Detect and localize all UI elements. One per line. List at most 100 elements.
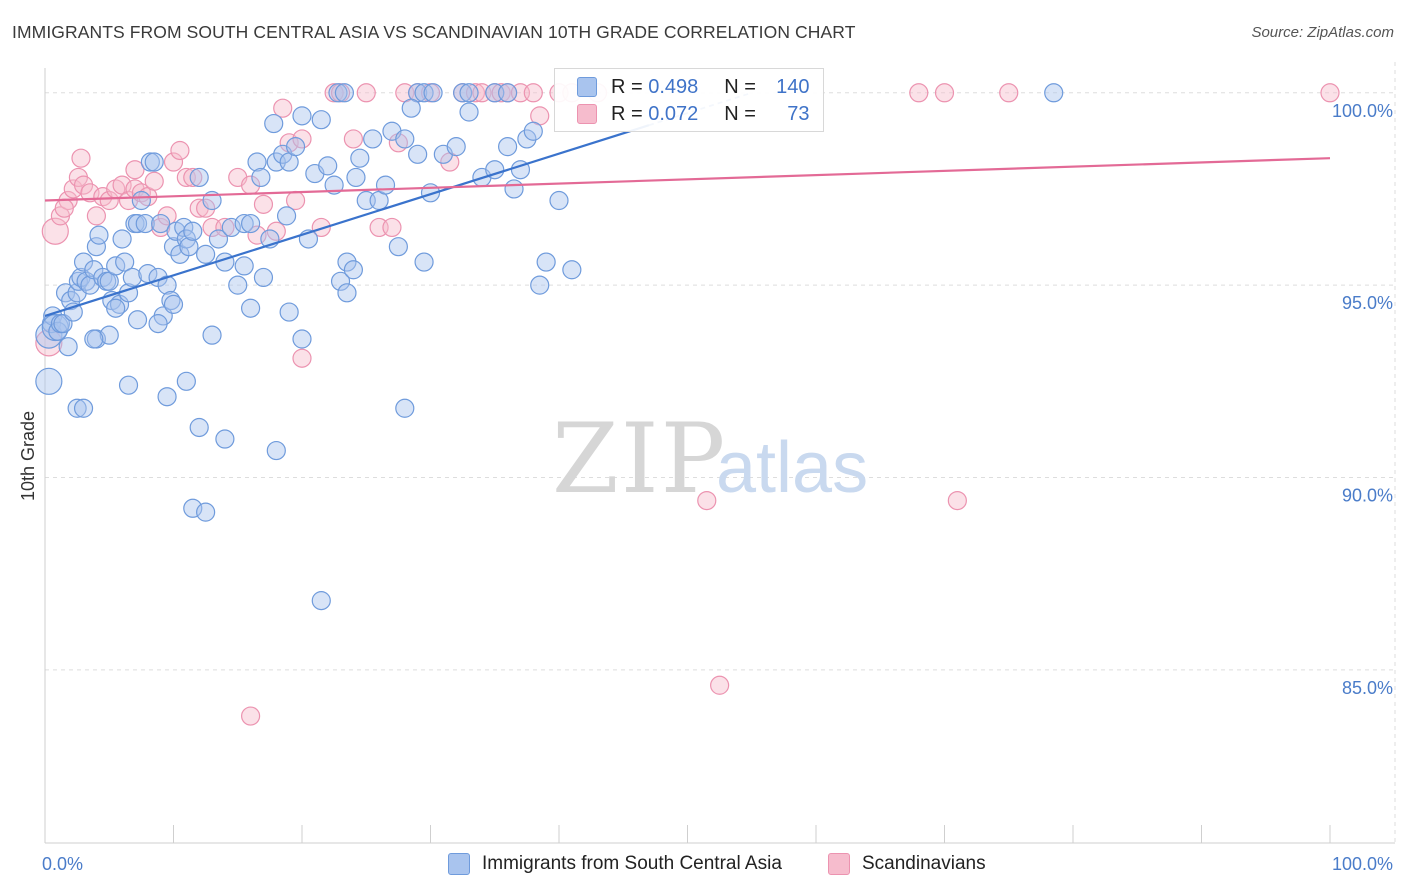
data-point bbox=[196, 502, 216, 522]
trend-lines bbox=[44, 91, 1331, 317]
data-point bbox=[71, 148, 91, 168]
data-point bbox=[253, 267, 274, 288]
data-point bbox=[234, 213, 254, 234]
data-point bbox=[999, 83, 1019, 103]
data-point bbox=[73, 175, 94, 195]
data-point bbox=[337, 283, 357, 303]
data-point bbox=[318, 156, 338, 176]
data-point bbox=[562, 260, 582, 280]
data-point bbox=[196, 244, 216, 264]
data-point bbox=[251, 167, 271, 188]
data-point bbox=[414, 252, 434, 272]
data-point bbox=[58, 337, 78, 357]
data-point bbox=[549, 190, 569, 211]
x-tick-label-1: 100.0% bbox=[1332, 854, 1393, 874]
data-point bbox=[115, 252, 135, 272]
data-point bbox=[176, 229, 196, 249]
data-point bbox=[382, 217, 402, 238]
data-point bbox=[517, 129, 537, 149]
data-point bbox=[523, 121, 543, 141]
data-point bbox=[276, 206, 297, 226]
data-point bbox=[208, 229, 229, 249]
data-point bbox=[266, 440, 286, 461]
data-point bbox=[697, 490, 717, 511]
data-point bbox=[311, 217, 331, 238]
data-point bbox=[453, 83, 473, 103]
legend-swatch-blue bbox=[577, 77, 597, 97]
data-point bbox=[144, 171, 164, 191]
data-point bbox=[1044, 83, 1064, 103]
data-point bbox=[401, 98, 421, 118]
data-point bbox=[157, 387, 177, 407]
legend-row-pink: R = 0.072 N = 73 bbox=[577, 102, 810, 126]
data-point bbox=[247, 152, 267, 172]
data-point bbox=[151, 213, 171, 234]
data-point bbox=[264, 113, 284, 134]
data-point bbox=[234, 256, 254, 276]
tick-labels: 100.0% 95.0% 90.0% 85.0% 0.0% 100.0% bbox=[42, 101, 1393, 874]
data-point bbox=[241, 213, 261, 234]
data-point bbox=[99, 325, 119, 345]
data-point bbox=[80, 183, 100, 203]
data-point bbox=[350, 148, 370, 168]
data-point bbox=[408, 144, 428, 164]
data-point bbox=[157, 275, 177, 295]
data-point bbox=[241, 298, 261, 318]
bottom-legend-swatch-pink bbox=[828, 853, 850, 875]
data-point bbox=[163, 294, 184, 314]
data-point bbox=[337, 252, 357, 272]
data-point bbox=[67, 398, 87, 418]
data-point bbox=[363, 129, 383, 149]
data-point bbox=[498, 137, 518, 157]
legend-n-label: N = bbox=[724, 75, 762, 98]
data-point bbox=[311, 110, 331, 130]
data-point bbox=[54, 198, 74, 218]
data-point bbox=[61, 290, 81, 311]
data-point bbox=[86, 237, 107, 257]
data-point bbox=[125, 160, 145, 180]
data-point bbox=[122, 267, 142, 288]
data-point bbox=[285, 137, 306, 157]
data-point bbox=[947, 490, 967, 511]
bottom-legend-label: Scandinavians bbox=[862, 853, 986, 874]
legend-n-label: N = bbox=[724, 102, 762, 125]
data-point bbox=[89, 225, 109, 245]
legend-r-value: 0.072 bbox=[648, 102, 699, 125]
data-point bbox=[127, 310, 148, 330]
data-point bbox=[934, 83, 955, 103]
data-point bbox=[189, 417, 209, 438]
data-point bbox=[228, 275, 248, 295]
data-point bbox=[241, 706, 261, 726]
data-point bbox=[112, 229, 132, 249]
data-point bbox=[530, 275, 550, 295]
bottom-legend-label: Immigrants from South Central Asia bbox=[482, 853, 782, 874]
legend-n-value: 73 bbox=[787, 102, 810, 125]
axes bbox=[44, 68, 1395, 844]
data-point bbox=[73, 398, 94, 418]
data-point bbox=[292, 348, 312, 368]
data-point bbox=[324, 175, 344, 195]
data-point bbox=[127, 213, 148, 234]
data-point bbox=[356, 83, 376, 103]
data-point bbox=[221, 217, 241, 238]
trendline-pink bbox=[44, 157, 1331, 202]
data-point bbox=[328, 83, 348, 103]
data-point bbox=[423, 83, 443, 103]
legend-row-blue: R = 0.498 N = 140 bbox=[577, 75, 810, 99]
data-point bbox=[183, 498, 203, 518]
series-south-central-asia-points bbox=[35, 83, 1064, 611]
data-point bbox=[176, 371, 196, 391]
data-point bbox=[118, 375, 139, 395]
data-point bbox=[346, 167, 366, 188]
legend-r-value: 0.498 bbox=[648, 75, 699, 98]
y-tick-label-2: 90.0% bbox=[1342, 486, 1393, 506]
data-point bbox=[311, 591, 331, 611]
y-tick-label-3: 85.0% bbox=[1342, 678, 1393, 698]
bottom-legend-item-blue: Immigrants from South Central Asia bbox=[448, 852, 782, 876]
data-point bbox=[189, 167, 209, 188]
x-tick-label-0: 0.0% bbox=[42, 854, 83, 874]
data-point bbox=[279, 302, 299, 322]
data-point bbox=[446, 137, 466, 157]
data-point bbox=[215, 429, 235, 449]
